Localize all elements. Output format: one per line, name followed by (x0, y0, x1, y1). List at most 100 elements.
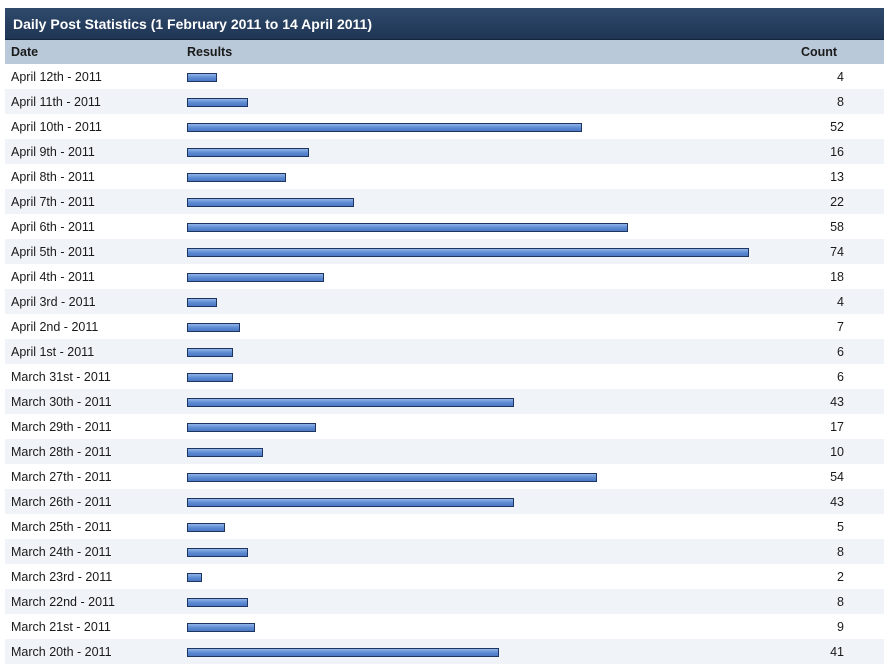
table-row: March 22nd - 2011 8 (5, 589, 884, 614)
row-date: March 31st - 2011 (11, 370, 111, 384)
row-count: 8 (837, 595, 844, 609)
result-bar (187, 323, 240, 332)
row-count: 13 (830, 170, 844, 184)
row-date: April 11th - 2011 (11, 95, 101, 109)
row-date: April 1st - 2011 (11, 345, 95, 359)
column-header-date: Date (11, 45, 39, 59)
row-date: March 29th - 2011 (11, 420, 112, 434)
table-row: March 24th - 2011 8 (5, 539, 884, 564)
result-bar (187, 298, 217, 307)
table-row: March 20th - 2011 41 (5, 639, 884, 664)
result-bar (187, 473, 597, 482)
result-bar (187, 248, 749, 257)
row-count: 18 (830, 270, 844, 284)
row-date: April 7th - 2011 (11, 195, 95, 209)
result-bar (187, 398, 514, 407)
row-date: March 21st - 2011 (11, 620, 111, 634)
row-count: 4 (837, 70, 844, 84)
row-count: 43 (830, 495, 844, 509)
result-bar (187, 573, 202, 582)
row-date: March 25th - 2011 (11, 520, 112, 534)
result-bar (187, 598, 248, 607)
result-bar (187, 548, 248, 557)
table-row: April 7th - 2011 22 (5, 189, 884, 214)
column-header-results: Results (187, 45, 233, 59)
result-bar (187, 523, 225, 532)
result-bar (187, 73, 217, 82)
row-count: 9 (837, 620, 844, 634)
row-date: March 27th - 2011 (11, 470, 112, 484)
row-date: April 10th - 2011 (11, 120, 102, 134)
row-count: 54 (830, 470, 844, 484)
row-count: 22 (830, 195, 844, 209)
table-row: March 26th - 2011 43 (5, 489, 884, 514)
row-count: 8 (837, 95, 844, 109)
row-date: April 2nd - 2011 (11, 320, 99, 334)
row-date: March 22nd - 2011 (11, 595, 115, 609)
row-count: 17 (830, 420, 844, 434)
row-date: March 26th - 2011 (11, 495, 112, 509)
result-bar (187, 373, 233, 382)
result-bar (187, 348, 233, 357)
table-row: April 11th - 2011 8 (5, 89, 884, 114)
row-date: April 3rd - 2011 (11, 295, 96, 309)
row-date: April 5th - 2011 (11, 245, 95, 259)
result-bar (187, 498, 514, 507)
row-count: 6 (837, 345, 844, 359)
row-count: 8 (837, 545, 844, 559)
table-row: March 28th - 2011 10 (5, 439, 884, 464)
row-date: March 24th - 2011 (11, 545, 112, 559)
row-count: 41 (830, 645, 844, 659)
table-row: April 5th - 2011 74 (5, 239, 884, 264)
row-count: 6 (837, 370, 844, 384)
row-count: 58 (830, 220, 844, 234)
table-row: April 2nd - 2011 7 (5, 314, 884, 339)
row-count: 43 (830, 395, 844, 409)
table-row: April 4th - 2011 18 (5, 264, 884, 289)
result-bar (187, 173, 286, 182)
column-header-count: Count (801, 45, 838, 59)
result-bar (187, 148, 309, 157)
row-date: April 12th - 2011 (11, 70, 102, 84)
result-bar (187, 623, 255, 632)
row-date: April 6th - 2011 (11, 220, 95, 234)
row-count: 7 (837, 320, 844, 334)
table-row: April 3rd - 2011 4 (5, 289, 884, 314)
table-row: April 9th - 2011 16 (5, 139, 884, 164)
table-row: March 31st - 2011 6 (5, 364, 884, 389)
table-row: March 23rd - 2011 2 (5, 564, 884, 589)
table-row: March 21st - 2011 9 (5, 614, 884, 639)
panel-title-bar: Daily Post Statistics (1 February 2011 t… (5, 8, 884, 40)
table-row: March 29th - 2011 17 (5, 414, 884, 439)
table-row: April 12th - 2011 4 (5, 64, 884, 89)
table-row: April 1st - 2011 6 (5, 339, 884, 364)
row-date: March 30th - 2011 (11, 395, 112, 409)
row-date: March 28th - 2011 (11, 445, 112, 459)
row-date: March 20th - 2011 (11, 645, 112, 659)
result-bar (187, 198, 354, 207)
row-date: April 4th - 2011 (11, 270, 95, 284)
row-date: April 8th - 2011 (11, 170, 95, 184)
result-bar (187, 448, 263, 457)
table-row: April 10th - 2011 52 (5, 114, 884, 139)
row-count: 2 (837, 570, 844, 584)
result-bar (187, 423, 316, 432)
row-count: 16 (830, 145, 844, 159)
row-count: 4 (837, 295, 844, 309)
row-count: 10 (830, 445, 844, 459)
result-bar (187, 98, 248, 107)
result-bar (187, 273, 324, 282)
result-bar (187, 123, 582, 132)
result-bar (187, 648, 499, 657)
table-row: April 8th - 2011 13 (5, 164, 884, 189)
panel-title: Daily Post Statistics (1 February 2011 t… (13, 16, 372, 32)
row-date: March 23rd - 2011 (11, 570, 113, 584)
table-row: April 6th - 2011 58 (5, 214, 884, 239)
result-bar (187, 223, 628, 232)
row-count: 74 (830, 245, 844, 259)
row-count: 52 (830, 120, 844, 134)
table-header-row: Date Results Count (5, 40, 884, 64)
daily-post-statistics-panel: Daily Post Statistics (1 February 2011 t… (5, 8, 884, 665)
table-row: March 30th - 2011 43 (5, 389, 884, 414)
table-row: March 27th - 2011 54 (5, 464, 884, 489)
